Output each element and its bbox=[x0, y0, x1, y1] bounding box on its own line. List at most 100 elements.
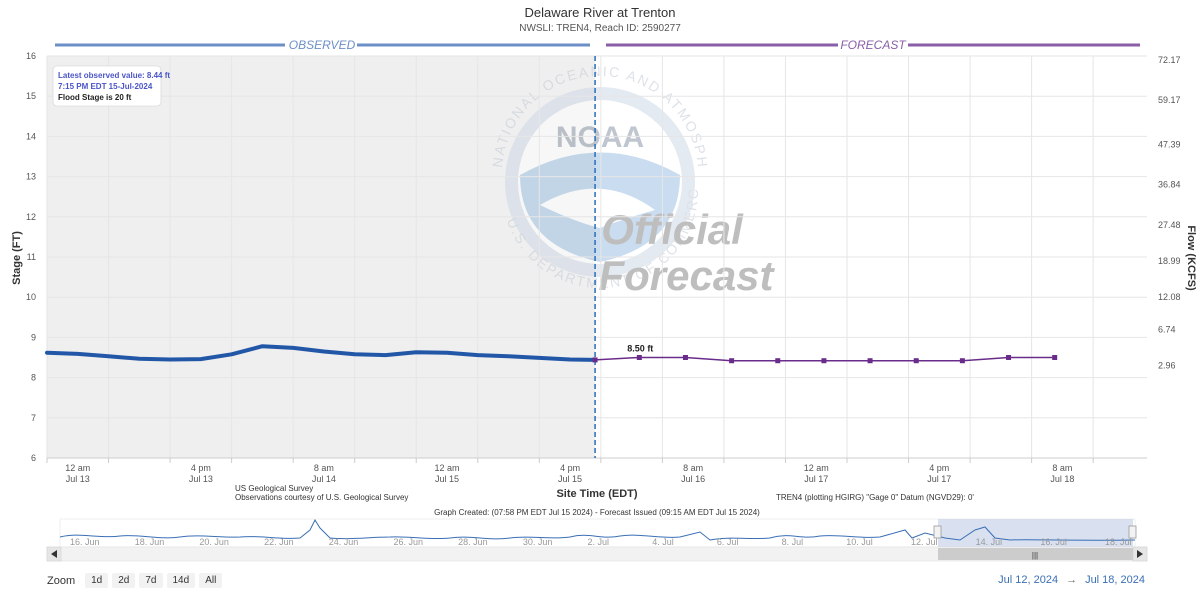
navigator-date-label: 6. Jul bbox=[717, 537, 739, 547]
x-tick-date: Jul 17 bbox=[804, 474, 828, 484]
grid-lines bbox=[46, 55, 1147, 459]
forecast-point[interactable] bbox=[592, 357, 598, 363]
y-tick-label: 14 bbox=[26, 131, 36, 141]
y2-tick-label: 6.74 bbox=[1158, 324, 1176, 334]
y2-tick-label: 36.84 bbox=[1158, 180, 1181, 190]
forecast-point[interactable] bbox=[959, 358, 965, 364]
y-tick-label: 6 bbox=[31, 453, 36, 463]
navigator-handle-right[interactable] bbox=[1128, 525, 1137, 539]
navigator-date-label: 20. Jun bbox=[199, 537, 229, 547]
scrollbar[interactable]: ||| bbox=[46, 546, 1148, 562]
y2-axis-title: Flow (KCFS) bbox=[1185, 225, 1197, 291]
range-to-input[interactable]: Jul 18, 2024 bbox=[1085, 574, 1145, 586]
x-tick-label: 8 am bbox=[683, 463, 703, 473]
observed-series-line bbox=[45, 344, 598, 362]
x-tick-date: Jul 15 bbox=[435, 474, 459, 484]
navigator-series-line bbox=[59, 518, 1136, 541]
zoom-controls: Zoom 1d 2d 7d 14d All bbox=[47, 573, 223, 588]
scroll-thumb[interactable] bbox=[938, 548, 1133, 560]
forecast-point[interactable] bbox=[913, 358, 919, 364]
forecast-point[interactable] bbox=[729, 358, 735, 364]
observed-label: OBSERVED bbox=[289, 38, 356, 52]
zoom-7d-button[interactable]: 7d bbox=[139, 573, 163, 588]
chart-title: Delaware River at Trenton bbox=[524, 5, 676, 20]
y2-tick-label: 47.39 bbox=[1158, 139, 1181, 149]
zoom-2d-button[interactable]: 2d bbox=[112, 573, 136, 588]
navigator-date-label: 2. Jul bbox=[588, 537, 610, 547]
navigator-handle-left[interactable] bbox=[933, 525, 942, 539]
y2-tick-label: 2.96 bbox=[1158, 361, 1176, 371]
navigator[interactable]: 16. Jun 18. Jun 20. Jun 22. Jun 24. Jun 26. J… bbox=[59, 518, 1137, 548]
zoom-14d-button[interactable]: 14d bbox=[166, 573, 196, 588]
navigator-date-label: 4. Jul bbox=[652, 537, 674, 547]
y2-tick-label: 27.48 bbox=[1158, 220, 1181, 230]
chart-subtitle: NWSLI: TREN4, Reach ID: 2590277 bbox=[519, 23, 681, 34]
navigator-date-label: 18. Jul bbox=[1105, 537, 1132, 547]
y-tick-label: 13 bbox=[26, 172, 36, 182]
zoom-all-button[interactable]: All bbox=[199, 573, 223, 588]
x-tick-date: Jul 18 bbox=[1050, 474, 1074, 484]
observed-band: OBSERVED bbox=[55, 38, 590, 52]
x-tick-label: 4 pm bbox=[191, 463, 211, 473]
y-tick-label: 9 bbox=[31, 332, 36, 342]
forecast-point[interactable] bbox=[636, 355, 642, 360]
x-tick-label: 8 am bbox=[314, 463, 334, 473]
y2-tick-label: 18.99 bbox=[1158, 256, 1181, 266]
forecast-band: FORECAST bbox=[606, 38, 1140, 52]
y-tick-label: 11 bbox=[27, 252, 36, 262]
x-tick-date: Jul 15 bbox=[558, 474, 582, 484]
forecast-point[interactable] bbox=[867, 358, 873, 364]
series-layer bbox=[45, 344, 1058, 364]
x-tick-date: Jul 13 bbox=[189, 474, 213, 484]
navigator-date-label: 12. Jul bbox=[911, 537, 938, 547]
y-axis-flow: 2.96 6.74 12.08 18.99 27.48 36.84 47.39 59.17 72… bbox=[1158, 55, 1181, 371]
navigator-date-label: 10. Jul bbox=[846, 537, 873, 547]
navigator-date-label: 22. Jun bbox=[264, 537, 294, 547]
x-tick-label: 12 am bbox=[434, 463, 459, 473]
navigator-date-label: 26. Jun bbox=[393, 537, 423, 547]
y-tick-label: 8 bbox=[31, 373, 36, 383]
forecast-point[interactable] bbox=[1006, 355, 1012, 360]
x-tick-label: 4 pm bbox=[929, 463, 949, 473]
range-from-input[interactable]: Jul 12, 2024 bbox=[998, 574, 1059, 586]
forecast-point[interactable] bbox=[821, 358, 827, 364]
watermark-official: Official bbox=[601, 206, 744, 253]
scroll-left-arrow-icon bbox=[51, 550, 57, 558]
forecast-point[interactable] bbox=[775, 358, 781, 364]
forecast-point[interactable] bbox=[682, 355, 688, 360]
forecast-point[interactable] bbox=[1052, 355, 1058, 360]
y-tick-label: 16 bbox=[26, 51, 36, 61]
zoom-label: Zoom bbox=[47, 574, 76, 587]
navigator-date-label: 16. Jul bbox=[1040, 537, 1067, 547]
navigator-date-label: 14. Jul bbox=[976, 537, 1003, 547]
navigator-date-label: 30. Jun bbox=[523, 537, 553, 547]
navigator-date-label: 8. Jul bbox=[782, 537, 804, 547]
latest-observed-time: 7:15 PM EDT 15-Jul-2024 bbox=[58, 82, 153, 91]
credit-observations: Observations courtesy of U.S. Geological… bbox=[235, 493, 408, 502]
x-tick-date: Jul 14 bbox=[312, 474, 336, 484]
scroll-right-arrow-icon bbox=[1137, 550, 1143, 558]
flood-stage-text: Flood Stage is 20 ft bbox=[58, 93, 132, 102]
x-tick-label: 4 pm bbox=[560, 463, 580, 473]
y-axis-stage: 6 7 8 9 10 11 12 13 14 15 16 bbox=[26, 51, 36, 463]
watermark-forecast: Forecast bbox=[598, 252, 775, 299]
scroll-thumb-grip-icon: ||| bbox=[1032, 551, 1038, 560]
navigator-selection[interactable] bbox=[938, 519, 1133, 547]
y-tick-label: 10 bbox=[26, 292, 36, 302]
graph-created-text: Graph Created: (07:58 PM EDT Jul 15 2024… bbox=[434, 508, 760, 517]
navigator-date-label: 16. Jun bbox=[70, 537, 100, 547]
forecast-peak-label: 8.50 ft bbox=[627, 344, 653, 354]
y2-tick-label: 72.17 bbox=[1158, 55, 1181, 65]
x-tick-label: 8 am bbox=[1052, 463, 1072, 473]
x-axis-title: Site Time (EDT) bbox=[556, 488, 637, 500]
x-tick-date: Jul 13 bbox=[66, 474, 90, 484]
latest-observed-value: Latest observed value: 8.44 ft bbox=[58, 71, 170, 80]
x-tick-date: Jul 17 bbox=[927, 474, 951, 484]
navigator-date-label: 18. Jun bbox=[135, 537, 165, 547]
credit-usgs: US Geological Survey bbox=[235, 484, 313, 493]
credit-datum: TREN4 (plotting HGIRG) "Gage 0" Datum (N… bbox=[776, 493, 974, 502]
zoom-1d-button[interactable]: 1d bbox=[85, 573, 109, 588]
y-axis-title: Stage (FT) bbox=[11, 231, 23, 285]
y2-tick-label: 59.17 bbox=[1158, 95, 1181, 105]
